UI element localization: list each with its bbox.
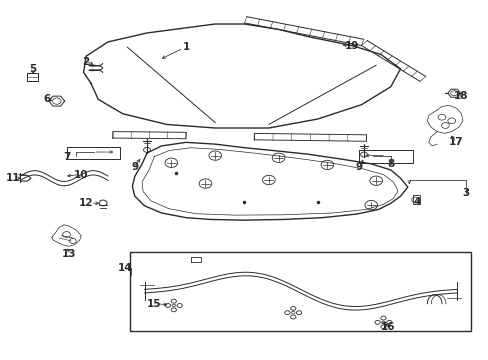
Text: 1: 1 <box>182 42 189 52</box>
Text: 12: 12 <box>79 198 93 208</box>
Text: 4: 4 <box>413 197 421 207</box>
Text: 10: 10 <box>74 170 88 180</box>
Text: 16: 16 <box>380 322 395 332</box>
Text: 19: 19 <box>344 41 358 50</box>
Text: 2: 2 <box>82 57 89 67</box>
Text: 18: 18 <box>453 91 468 101</box>
Text: 9: 9 <box>355 162 362 172</box>
Text: 9: 9 <box>131 162 138 172</box>
Text: 17: 17 <box>448 138 463 147</box>
Text: 11: 11 <box>6 173 20 183</box>
Text: 15: 15 <box>147 299 161 309</box>
Text: 3: 3 <box>462 188 469 198</box>
Text: 7: 7 <box>62 152 70 162</box>
Text: 5: 5 <box>29 64 36 74</box>
Text: 13: 13 <box>61 248 76 258</box>
Text: 14: 14 <box>118 263 132 273</box>
Text: 8: 8 <box>386 159 394 169</box>
Bar <box>130 252 470 330</box>
Text: 6: 6 <box>43 94 51 104</box>
